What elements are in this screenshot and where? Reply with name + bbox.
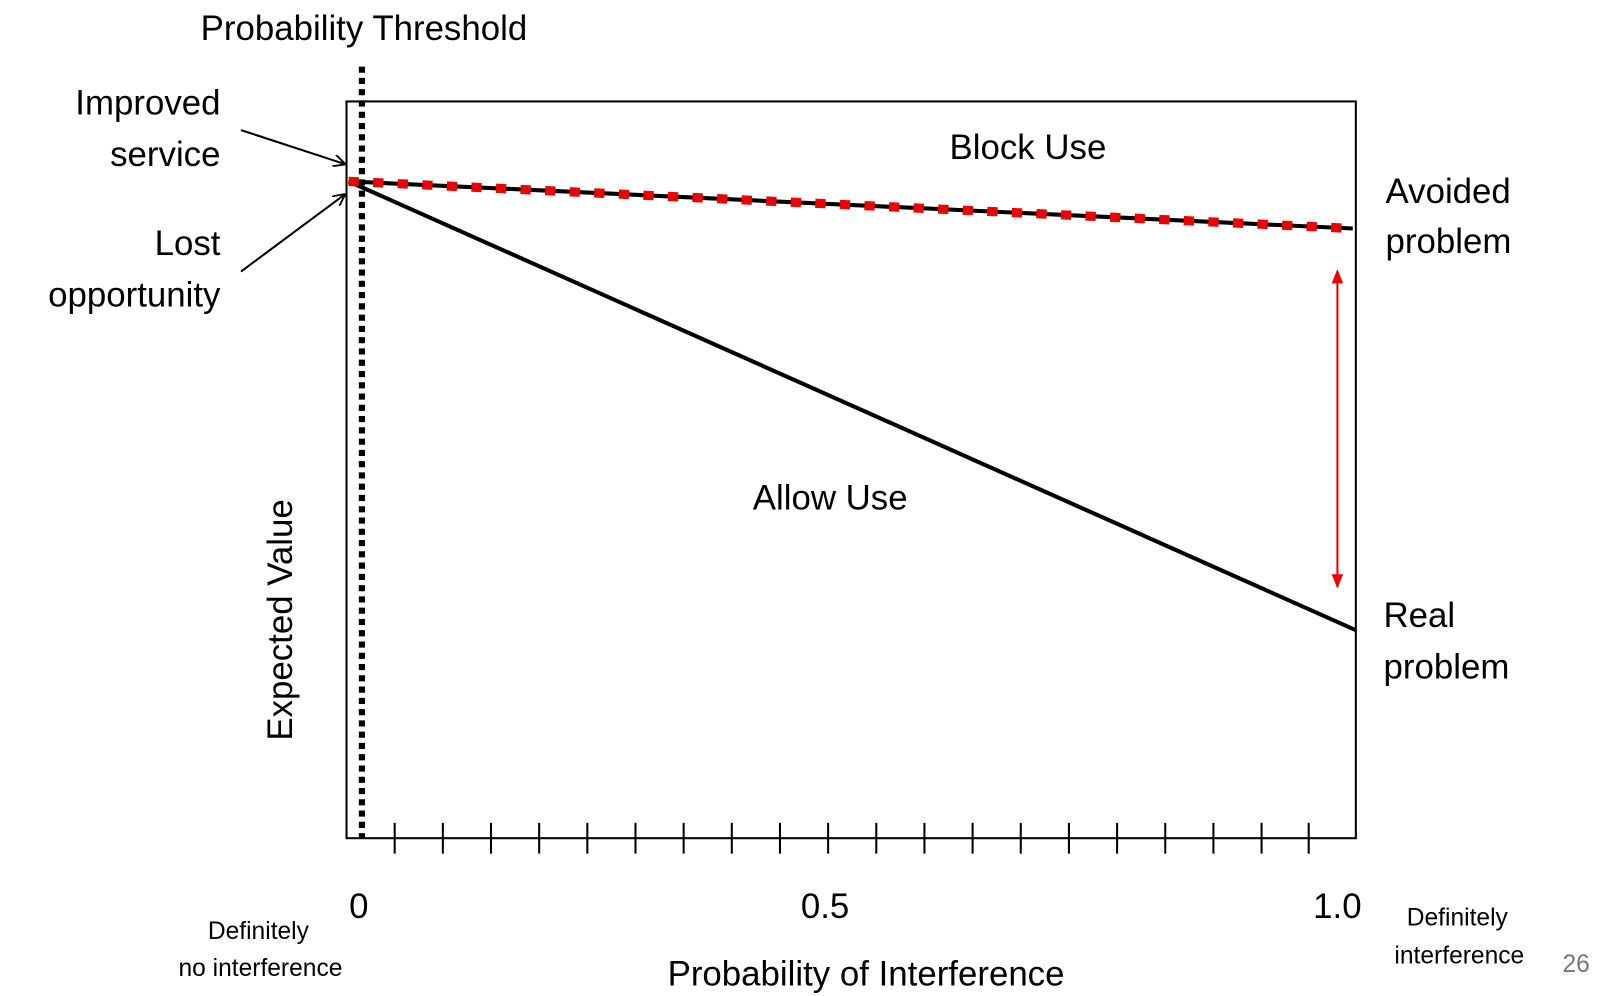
annotation: problem	[1386, 222, 1512, 261]
x-note: Definitely	[1407, 905, 1509, 932]
annotation: Real	[1384, 596, 1456, 635]
x-note: interference	[1394, 943, 1524, 970]
allow-line	[347, 179, 1357, 633]
x-tick-label: 0	[349, 887, 368, 926]
annotation: problem	[1384, 647, 1510, 686]
annotation: Improved	[75, 84, 220, 123]
x-tick-label: 0.5	[801, 887, 849, 926]
slide-number: 26	[1562, 951, 1589, 978]
annotation: Lost	[155, 224, 221, 263]
x-note: Definitely	[208, 918, 310, 945]
arrow	[240, 129, 344, 164]
arrow	[240, 195, 344, 273]
x-ticks	[393, 822, 1310, 854]
x-axis-label: Probability of Interference	[668, 955, 1065, 994]
annotation: opportunity	[48, 275, 221, 314]
x-note: no interference	[178, 955, 342, 982]
block-line-dash	[348, 176, 1353, 234]
region-label: Allow Use	[753, 478, 908, 517]
y-axis-label: Expected Value	[261, 499, 300, 740]
plot-frame	[345, 100, 1357, 840]
annotation: service	[110, 135, 220, 174]
x-tick-label: 1.0	[1313, 887, 1361, 926]
title: Probability Threshold	[201, 9, 528, 48]
region-label: Block Use	[950, 128, 1107, 167]
annotation: Avoided	[1386, 172, 1511, 211]
